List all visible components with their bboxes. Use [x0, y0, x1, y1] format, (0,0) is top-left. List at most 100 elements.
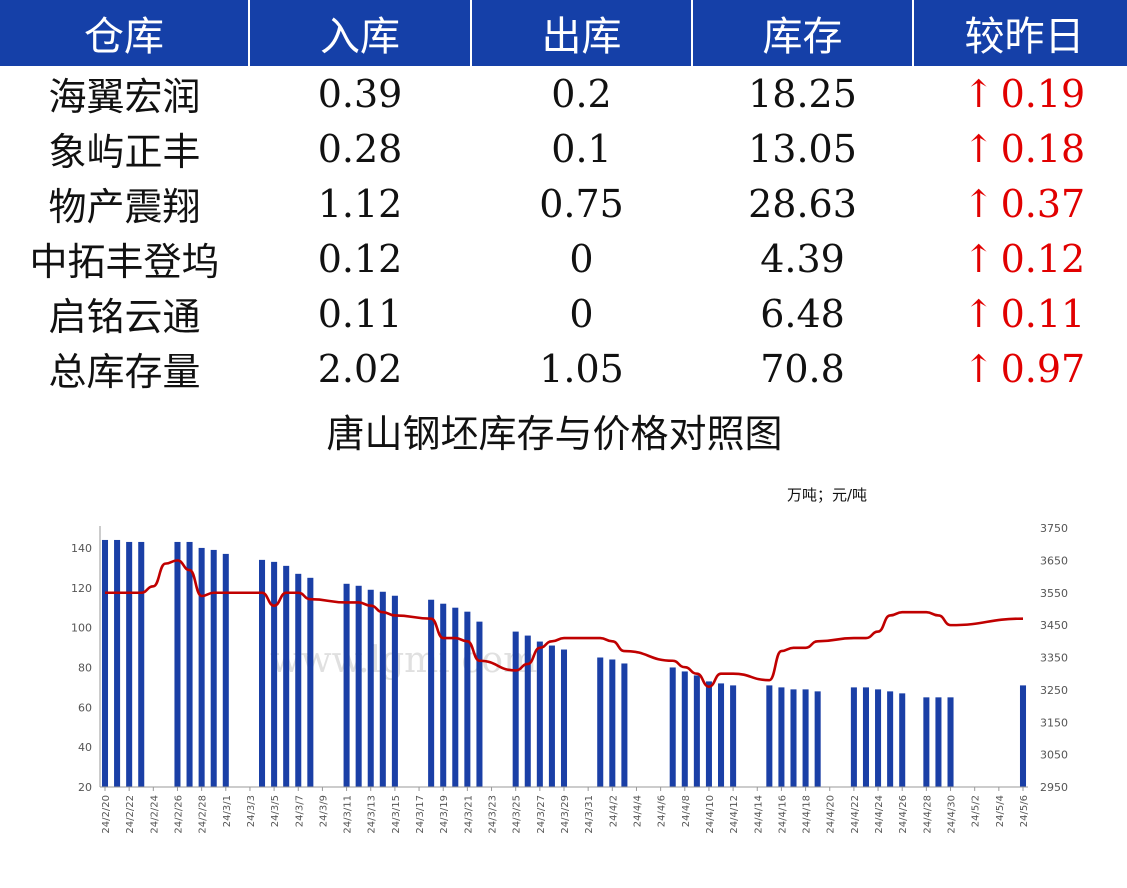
arrow-up-icon: ↑: [962, 346, 995, 391]
inventory-bar: [222, 553, 229, 787]
inventory-bar: [259, 559, 266, 787]
cell-stock: 18.25: [748, 71, 857, 116]
cell-change: ↑ 0.12: [913, 231, 1127, 286]
inventory-bar: [524, 635, 531, 787]
inventory-bar: [875, 689, 882, 787]
y-right-tick-label: 3650: [1040, 554, 1068, 567]
x-tick-label: 24/4/12: [729, 795, 740, 834]
inventory-bar: [367, 589, 374, 787]
cell-change: ↑ 0.97: [913, 341, 1127, 396]
cell-out: 1.05: [539, 346, 624, 391]
cell-out: 0.75: [539, 181, 624, 226]
arrow-up-icon: ↑: [962, 181, 995, 226]
x-tick-label: 24/3/31: [584, 795, 595, 834]
x-tick-label: 24/2/20: [101, 795, 112, 834]
x-tick-label: 24/4/4: [632, 795, 643, 827]
y-right-tick-label: 3350: [1040, 652, 1068, 665]
y-right-tick-label: 2950: [1040, 781, 1068, 794]
y-right-tick-label: 3750: [1040, 522, 1068, 535]
table-row: 总库存量 2.02 1.05 70.8 ↑ 0.97: [0, 341, 1127, 396]
y-left-tick-label: 120: [71, 582, 92, 595]
x-tick-label: 24/4/20: [826, 795, 837, 834]
cell-stock: 13.05: [748, 126, 857, 171]
change-value: 0.12: [1000, 236, 1086, 281]
inventory-bar: [307, 577, 314, 787]
inventory-bar: [186, 541, 193, 787]
inventory-bar: [548, 645, 555, 787]
cell-out: 0.2: [551, 71, 612, 116]
y-right-tick-label: 3150: [1040, 716, 1068, 729]
inventory-bar: [814, 691, 821, 787]
x-tick-label: 24/3/21: [463, 795, 474, 834]
inventory-bar: [536, 641, 543, 787]
inventory-bar: [271, 561, 278, 787]
x-tick-label: 24/3/13: [367, 795, 378, 834]
cell-stock: 4.39: [760, 236, 845, 281]
cell-change: ↑ 0.37: [913, 176, 1127, 231]
inventory-bar: [850, 687, 857, 787]
x-tick-label: 24/4/14: [753, 795, 764, 834]
x-tick-label: 24/5/2: [971, 795, 982, 827]
header-stock: 库存: [692, 0, 914, 66]
table-row: 物产震翔 1.12 0.75 28.63 ↑ 0.37: [0, 176, 1127, 231]
inventory-bar: [283, 565, 290, 787]
inventory-bar: [887, 691, 894, 787]
inventory-bar: [1019, 685, 1027, 787]
change-value: 0.37: [1000, 181, 1086, 226]
inventory-bar: [476, 621, 483, 787]
inventory-bar: [198, 547, 205, 787]
arrow-up-icon: ↑: [962, 236, 995, 281]
x-tick-label: 24/4/8: [681, 795, 692, 827]
x-tick-label: 24/2/22: [125, 795, 136, 834]
table-row: 启铭云通 0.11 0 6.48 ↑ 0.11: [0, 286, 1127, 341]
change-value: 0.18: [1000, 126, 1086, 171]
cell-stock: 70.8: [760, 346, 845, 391]
y-left-tick-label: 20: [78, 781, 92, 794]
inventory-bar: [101, 539, 109, 787]
y-left-tick-label: 60: [78, 701, 92, 714]
x-tick-label: 24/4/28: [922, 795, 933, 834]
arrow-up-icon: ↑: [962, 71, 995, 116]
y-left-tick-label: 140: [71, 542, 92, 555]
x-tick-label: 24/5/6: [1019, 795, 1030, 827]
y-left-tick-label: 80: [78, 661, 92, 674]
table-row: 象屿正丰 0.28 0.1 13.05 ↑ 0.18: [0, 121, 1127, 176]
inventory-bar: [947, 697, 954, 787]
cell-in: 0.12: [317, 236, 403, 281]
y-left-tick-label: 100: [71, 622, 92, 635]
inventory-bar: [669, 667, 676, 787]
y-right-tick-label: 3450: [1040, 619, 1068, 632]
table-row: 海翼宏润 0.39 0.2 18.25 ↑ 0.19: [0, 66, 1127, 121]
x-tick-label: 24/4/22: [850, 795, 861, 834]
cell-out: 0: [569, 236, 594, 281]
cell-change: ↑ 0.19: [913, 66, 1127, 121]
inventory-bar: [391, 595, 398, 787]
cell-warehouse: 中拓丰登坞: [29, 240, 220, 284]
inventory-bar: [899, 693, 906, 787]
cell-in: 0.39: [317, 71, 403, 116]
x-tick-label: 24/4/2: [608, 795, 619, 827]
x-tick-label: 24/3/1: [222, 795, 233, 827]
y-left-tick-label: 40: [78, 741, 92, 754]
inventory-bar: [379, 591, 386, 787]
cell-change: ↑ 0.18: [913, 121, 1127, 176]
inventory-bar: [174, 541, 181, 787]
x-tick-label: 24/4/24: [874, 795, 885, 834]
inventory-table: 仓库 入库 出库 库存 较昨日 海翼宏润 0.39 0.2 18.25 ↑ 0.19 象屿正…: [0, 0, 1127, 396]
x-tick-label: 24/2/24: [149, 795, 160, 834]
inventory-bar: [597, 657, 604, 787]
y-right-tick-label: 3050: [1040, 749, 1068, 762]
x-tick-label: 24/3/11: [343, 795, 354, 834]
inventory-bar: [343, 583, 350, 787]
cell-in: 1.12: [317, 181, 403, 226]
inventory-bar: [560, 649, 568, 787]
table-row: 中拓丰登坞 0.12 0 4.39 ↑ 0.12: [0, 231, 1127, 286]
inventory-bar: [790, 689, 797, 787]
watermark-text: www.lgmi.com: [270, 640, 537, 681]
unit-label: 万吨；元/吨: [787, 486, 868, 504]
cell-in: 2.02: [317, 346, 403, 391]
cell-out: 0.1: [551, 126, 612, 171]
inventory-bar: [935, 697, 942, 787]
x-tick-label: 24/4/26: [898, 795, 909, 834]
inventory-bar: [681, 671, 688, 787]
